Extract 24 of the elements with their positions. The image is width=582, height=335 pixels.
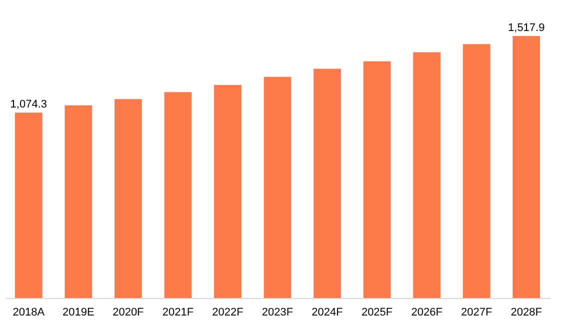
bar [363, 61, 391, 298]
x-tick-label: 2025F [361, 306, 393, 318]
data-label: 1,074.3 [10, 98, 47, 111]
x-tick-label: 2021F [162, 306, 194, 318]
x-tick-label: 2020F [112, 306, 144, 318]
x-tick-label: 2026F [411, 306, 443, 318]
x-tick-label: 2028F [510, 306, 542, 318]
bar [114, 99, 142, 298]
bar [64, 105, 92, 298]
x-tick-label: 2027F [460, 306, 492, 318]
data-label: 1,517.9 [508, 22, 545, 34]
x-tick-label: 2022F [212, 306, 244, 318]
bar [512, 36, 540, 298]
x-tick-label: 2023F [262, 306, 294, 318]
bar [413, 52, 440, 298]
bar [264, 76, 292, 298]
bar [14, 112, 42, 298]
bar [214, 85, 242, 298]
bar [164, 92, 192, 298]
bar [314, 68, 341, 298]
bar [462, 44, 490, 298]
x-tick-label: 2019E [62, 306, 94, 318]
x-tick-label: 2024F [312, 306, 344, 318]
x-tick-label: 2018A [12, 306, 46, 318]
